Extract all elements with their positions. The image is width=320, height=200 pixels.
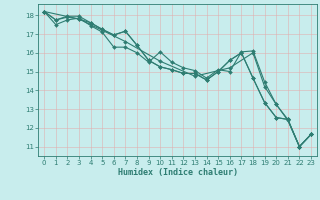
X-axis label: Humidex (Indice chaleur): Humidex (Indice chaleur)	[118, 168, 238, 177]
